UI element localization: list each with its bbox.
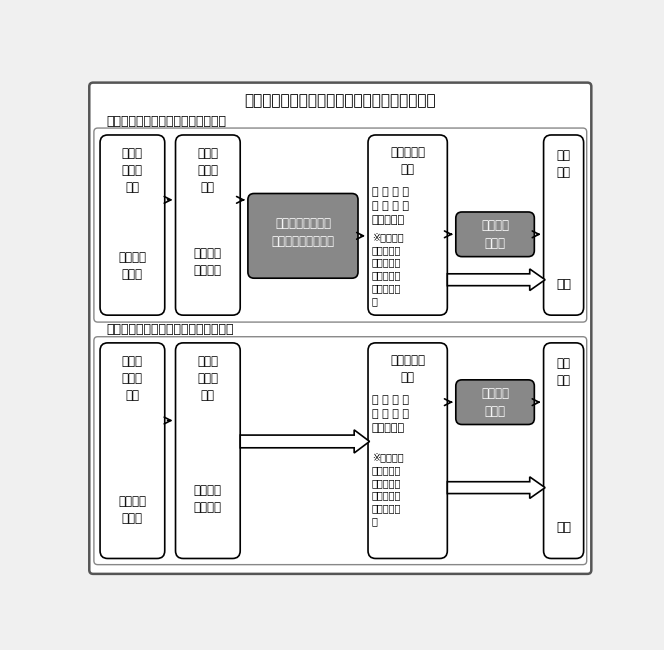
Text: ４月
１日: ４月 １日 [556,357,570,387]
Text: ４月
１日: ４月 １日 [556,149,570,179]
FancyBboxPatch shape [368,135,448,315]
FancyBboxPatch shape [456,380,535,424]
Text: １１月
３０日
まで: １１月 ３０日 まで [197,355,218,402]
Text: 保 護 者 に
就 学 校 の
指定を通知: 保 護 者 に 就 学 校 の 指定を通知 [372,187,409,226]
Text: 就学指定に係る市町村教育委員会の事務手続き: 就学指定に係る市町村教育委員会の事務手続き [244,94,436,109]
FancyBboxPatch shape [94,337,587,565]
Text: １０月
３１日
まで: １０月 ３１日 まで [122,355,143,402]
FancyBboxPatch shape [100,343,165,558]
FancyBboxPatch shape [175,343,240,558]
FancyBboxPatch shape [248,194,358,278]
Text: 学齢簿の
　作成: 学齢簿の 作成 [118,495,146,525]
Text: 入学: 入学 [556,521,571,534]
Text: １月３１日
まで: １月３１日 まで [390,354,425,384]
FancyBboxPatch shape [100,135,165,315]
Text: 入学: 入学 [556,278,571,291]
Text: 【学校選択制を導入していない場合】: 【学校選択制を導入していない場合】 [106,323,234,336]
Polygon shape [448,269,545,291]
Polygon shape [448,477,545,499]
Text: 保 護 者 に
就 学 校 の
指定を通知: 保 護 者 に 就 学 校 の 指定を通知 [372,395,409,434]
FancyBboxPatch shape [89,83,592,574]
Text: 就学指定
の変更: 就学指定 の変更 [481,387,509,418]
Text: 学齢簿の
　作成: 学齢簿の 作成 [118,252,146,281]
Polygon shape [240,430,370,453]
Text: 就学指定
の変更: 就学指定 の変更 [481,219,509,250]
Text: ※通知にお
いて変更に
ついての保
護者の申立
について示
す: ※通知にお いて変更に ついての保 護者の申立 について示 す [372,452,404,526]
Text: 就学時の
健康診断: 就学時の 健康診断 [194,246,222,277]
FancyBboxPatch shape [544,135,584,315]
FancyBboxPatch shape [544,343,584,558]
FancyBboxPatch shape [94,128,587,322]
Text: １１月
３０日
まで: １１月 ３０日 まで [197,148,218,194]
Text: ※通知にお
いて変更に
ついての保
護者の申立
について示
す: ※通知にお いて変更に ついての保 護者の申立 について示 す [372,232,404,306]
Text: 学校選択制による
保護者の意向の確認: 学校選択制による 保護者の意向の確認 [272,217,335,248]
FancyBboxPatch shape [368,343,448,558]
Text: １月３１日
まで: １月３１日 まで [390,146,425,176]
Text: １０月
３１日
まで: １０月 ３１日 まで [122,148,143,194]
Text: 就学時の
健康診断: 就学時の 健康診断 [194,484,222,514]
Text: 【学校選択制を導入している場合】: 【学校選択制を導入している場合】 [106,116,226,129]
FancyBboxPatch shape [456,212,535,257]
FancyBboxPatch shape [175,135,240,315]
